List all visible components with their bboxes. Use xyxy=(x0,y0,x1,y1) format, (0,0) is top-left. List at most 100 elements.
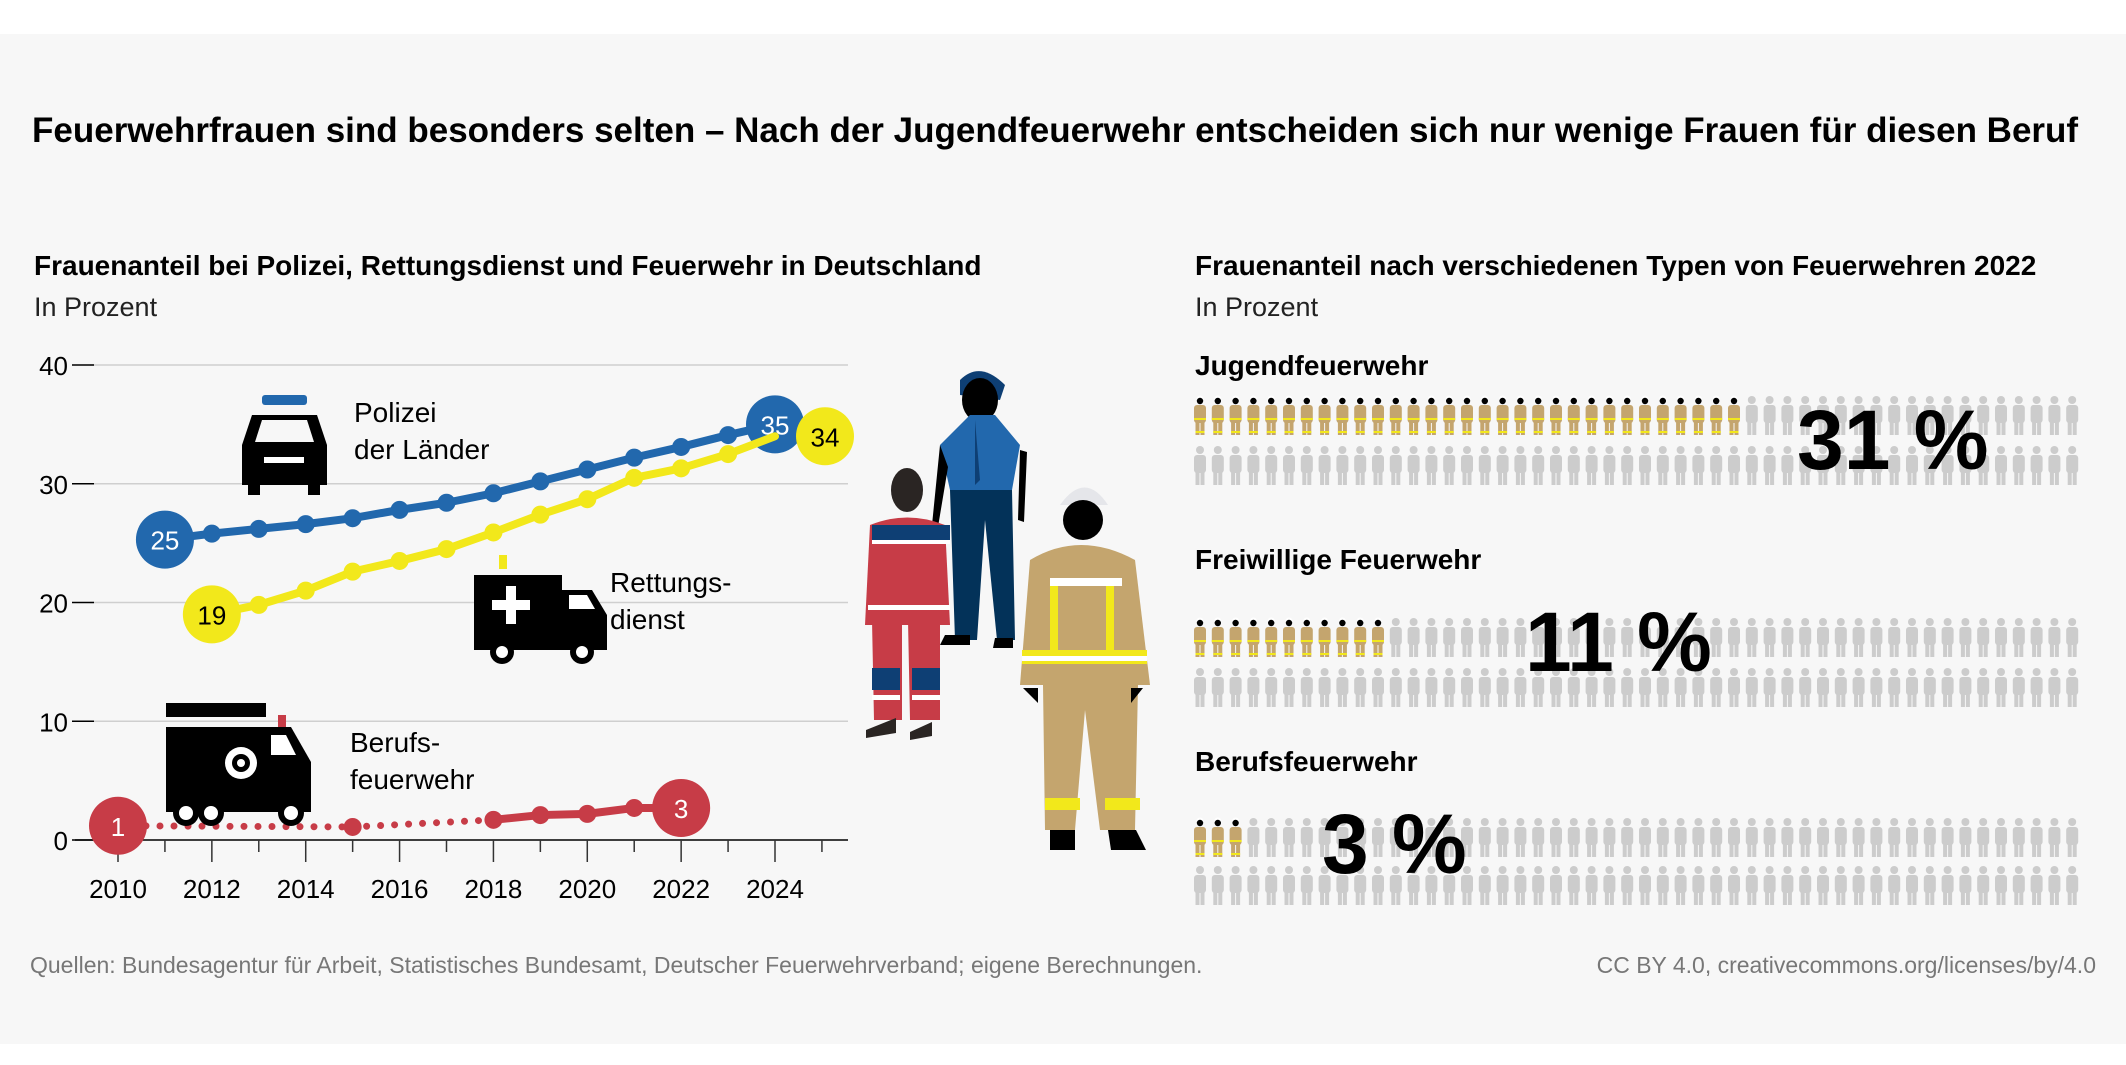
inactive-person-figure xyxy=(2066,396,2079,435)
head xyxy=(2068,668,2077,676)
torso xyxy=(1745,827,1758,845)
leg xyxy=(1360,892,1365,905)
head xyxy=(1232,819,1239,827)
torso xyxy=(2066,827,2079,845)
reflective-stripe xyxy=(1373,431,1383,433)
inactive-person-figure xyxy=(1692,818,1705,857)
inactive-person-figure xyxy=(1389,866,1402,905)
reflective-stripe xyxy=(1426,431,1436,433)
head xyxy=(1391,446,1400,454)
leg xyxy=(1841,422,1846,435)
leg xyxy=(1627,844,1632,857)
inactive-person-figure xyxy=(1283,668,1295,707)
firefighter-figure xyxy=(1020,487,1150,850)
leg xyxy=(1889,892,1894,905)
inactive-person-figure xyxy=(1461,618,1473,657)
leg xyxy=(1693,472,1698,485)
torso xyxy=(1300,875,1313,893)
leg xyxy=(1622,472,1627,485)
leg xyxy=(2072,844,2077,857)
leg xyxy=(1752,892,1757,905)
inactive-person-figure xyxy=(1567,668,1580,707)
leg xyxy=(1770,472,1775,485)
torso xyxy=(1265,405,1278,423)
torso xyxy=(1621,405,1634,423)
leg xyxy=(1965,694,1970,707)
leg xyxy=(2067,422,2072,435)
head xyxy=(1801,818,1810,826)
leg xyxy=(1342,472,1347,485)
leg xyxy=(1965,644,1970,657)
torso xyxy=(1550,677,1562,695)
data-point xyxy=(484,523,503,542)
leg xyxy=(1978,422,1983,435)
inactive-person-figure xyxy=(1799,446,1812,485)
inactive-person-figure xyxy=(1585,618,1598,657)
leg xyxy=(1284,694,1289,707)
leg xyxy=(1622,844,1627,857)
leg xyxy=(1805,472,1810,485)
leg xyxy=(1266,844,1271,857)
head xyxy=(1374,446,1382,454)
data-point xyxy=(390,551,409,570)
torso xyxy=(1923,405,1936,423)
leg xyxy=(1716,644,1721,657)
torso xyxy=(2066,455,2079,473)
leg xyxy=(1307,422,1312,435)
leg xyxy=(1231,694,1236,707)
leg xyxy=(1515,844,1520,857)
firefighter-woman-figure xyxy=(1229,617,1242,657)
leg xyxy=(1302,892,1307,905)
torso xyxy=(1959,455,1972,473)
head xyxy=(1854,866,1863,874)
leg xyxy=(1782,892,1787,905)
head xyxy=(1552,446,1560,454)
reflective-stripe xyxy=(1231,653,1241,655)
leg xyxy=(1396,644,1401,657)
torso xyxy=(1674,875,1687,893)
torso xyxy=(1745,875,1758,893)
leg xyxy=(1462,472,1467,485)
leg xyxy=(1271,844,1276,857)
torso xyxy=(1781,455,1794,473)
torso xyxy=(1567,455,1580,473)
leg xyxy=(1467,644,1472,657)
torso xyxy=(1194,455,1206,473)
inactive-person-figure xyxy=(1443,818,1456,857)
reflective-stripe xyxy=(1284,431,1294,433)
leg xyxy=(2067,892,2072,905)
leg xyxy=(1604,892,1609,905)
head xyxy=(1658,866,1667,874)
head xyxy=(1730,446,1738,454)
torso xyxy=(1710,875,1723,893)
leg xyxy=(1978,472,1983,485)
data-point xyxy=(390,500,409,519)
leg xyxy=(1337,694,1342,707)
leg xyxy=(1485,844,1490,857)
reflective-stripe xyxy=(1656,418,1669,420)
firefighter-woman-figure xyxy=(1692,395,1705,435)
leg xyxy=(1556,644,1561,657)
torso xyxy=(1407,827,1420,845)
torso xyxy=(2030,405,2043,423)
leg xyxy=(1645,892,1650,905)
inactive-person-figure xyxy=(1959,396,1972,435)
torso xyxy=(1372,455,1384,473)
torso xyxy=(1229,455,1242,473)
torso xyxy=(1425,875,1438,893)
reflective-stripe xyxy=(1391,431,1401,433)
head xyxy=(1624,397,1631,405)
head xyxy=(1267,446,1276,454)
torso xyxy=(1372,627,1384,645)
head xyxy=(1783,396,1792,404)
head xyxy=(1943,818,1952,826)
head xyxy=(1747,668,1756,676)
torso xyxy=(1550,827,1562,845)
head xyxy=(1338,818,1347,826)
torso xyxy=(1567,405,1580,423)
torso xyxy=(1336,677,1349,695)
reflective-stripe xyxy=(1337,653,1347,655)
x-tick-label: 2016 xyxy=(371,874,429,904)
reflective-stripe xyxy=(1211,640,1224,642)
leg xyxy=(1515,644,1520,657)
